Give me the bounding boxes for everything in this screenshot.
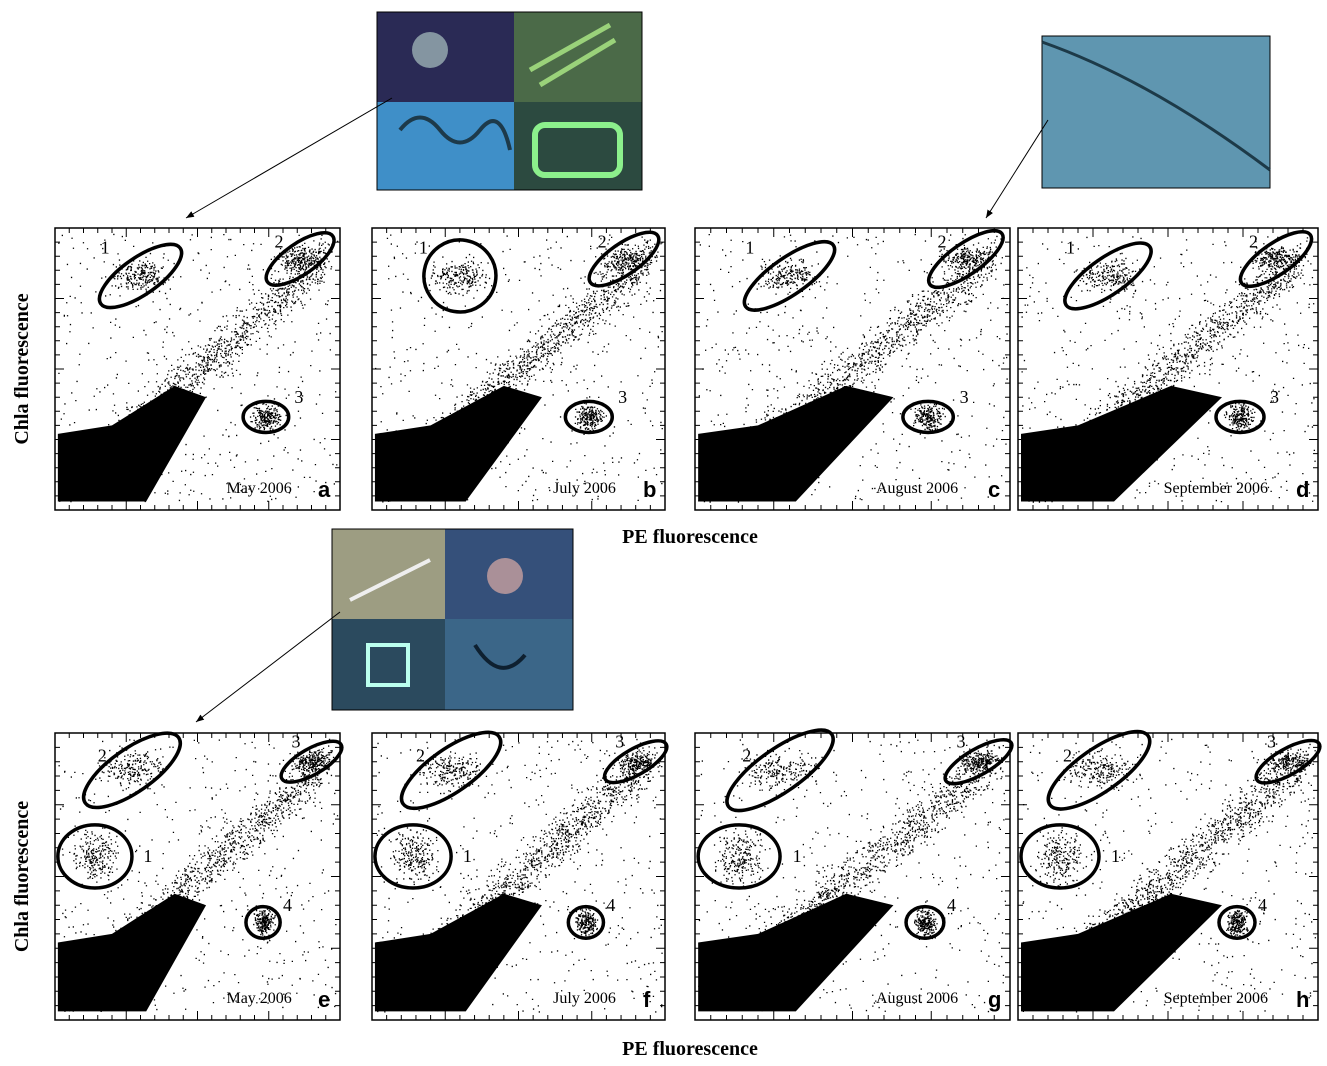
panel-letter: c <box>988 477 1000 502</box>
figure: Chla fluorescence PE fluorescence 1 2 3 May 2… <box>0 0 1327 1066</box>
cluster-label: 2 <box>98 746 107 766</box>
cluster-label: 2 <box>416 746 425 766</box>
cluster-label: 3 <box>960 387 969 407</box>
panel-date: August 2006 <box>876 480 958 497</box>
cluster-label: 1 <box>419 237 428 257</box>
y-axis-label: Chla fluorescence <box>11 801 33 952</box>
cluster-label: 1 <box>101 237 110 257</box>
cluster-label: 3 <box>294 387 303 407</box>
cluster-label: 3 <box>956 731 965 751</box>
cluster-label: 1 <box>1111 846 1120 866</box>
x-axis-label: PE fluorescence <box>622 526 758 548</box>
cluster-label: 1 <box>143 846 152 866</box>
cluster-label: 3 <box>292 731 301 751</box>
micrograph <box>332 529 573 710</box>
panel-date: July 2006 <box>553 480 616 497</box>
cluster-label: 1 <box>1066 237 1075 257</box>
panel-date: September 2006 <box>1164 480 1268 497</box>
arrow <box>986 120 1048 218</box>
panel-date: May 2006 <box>226 990 291 1007</box>
cluster-label: 2 <box>742 746 751 766</box>
cluster-label: 3 <box>1270 387 1279 407</box>
panel-letter: g <box>988 987 1001 1012</box>
cluster-label: 2 <box>274 232 283 252</box>
cluster-label: 2 <box>938 232 947 252</box>
cluster-label: 4 <box>283 895 292 915</box>
cluster-label: 1 <box>745 237 754 257</box>
cluster-label: 4 <box>1258 895 1267 915</box>
cluster-label: 1 <box>463 846 472 866</box>
panel-letter: h <box>1296 987 1309 1012</box>
cluster-label: 2 <box>598 232 607 252</box>
panel-letter: b <box>643 477 656 502</box>
panel-letter: e <box>318 987 330 1012</box>
panel-date: May 2006 <box>226 480 291 497</box>
x-axis-label: PE fluorescence <box>622 1038 758 1060</box>
panel-date: August 2006 <box>876 990 958 1007</box>
panel-letter: d <box>1296 477 1309 502</box>
panel-letter: f <box>643 987 651 1012</box>
cluster-label: 3 <box>615 731 624 751</box>
micrograph <box>377 12 642 190</box>
cluster-label: 2 <box>1063 746 1072 766</box>
cluster-label: 3 <box>1267 731 1276 751</box>
cluster-label: 4 <box>947 895 956 915</box>
panel-letter: a <box>318 477 331 502</box>
y-axis-label: Chla fluorescence <box>11 293 33 444</box>
cluster-label: 2 <box>1249 232 1258 252</box>
panel-date: September 2006 <box>1164 990 1268 1007</box>
micrograph <box>1042 36 1270 188</box>
arrow <box>186 98 392 218</box>
cluster-label: 3 <box>618 387 627 407</box>
cluster-label: 1 <box>793 846 802 866</box>
panel-date: July 2006 <box>553 990 616 1007</box>
arrow <box>196 612 340 722</box>
cluster-label: 4 <box>606 895 615 915</box>
